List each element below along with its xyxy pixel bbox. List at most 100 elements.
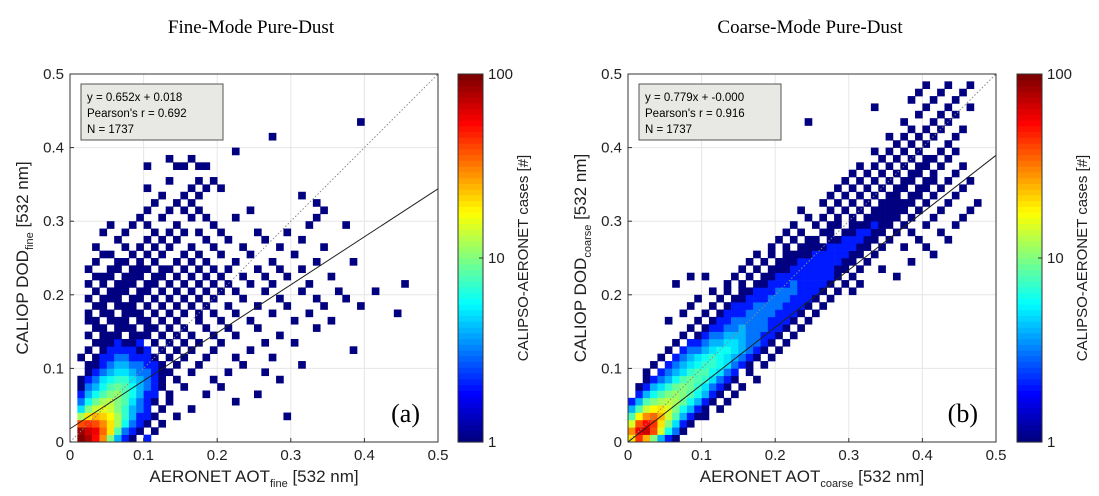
heatmap-cell — [826, 206, 835, 215]
heatmap-cell — [173, 272, 181, 281]
heatmap-cell — [268, 132, 277, 141]
heatmap-cell — [136, 412, 144, 421]
heatmap-cell — [731, 346, 739, 354]
heatmap-cell — [731, 324, 739, 332]
heatmap-cell — [679, 353, 688, 362]
colorbar-step — [1017, 327, 1042, 334]
colorbar-step — [1017, 338, 1042, 345]
heatmap-cell — [114, 427, 122, 435]
colorbar-step — [458, 361, 483, 368]
heatmap-cell — [819, 228, 828, 237]
heatmap-cell — [782, 309, 791, 318]
y-tick-label: 0.2 — [43, 287, 64, 304]
colorbar-step — [458, 350, 483, 357]
heatmap-cell — [848, 184, 857, 193]
heatmap-cell — [180, 162, 189, 170]
heatmap-cell — [136, 390, 144, 399]
heatmap-cell — [907, 169, 916, 178]
heatmap-cell — [856, 243, 864, 251]
heatmap-cell — [819, 199, 828, 207]
heatmap-cell — [99, 397, 108, 406]
heatmap-cell — [944, 81, 953, 90]
heatmap-cell — [716, 353, 724, 362]
colorbar-step — [458, 355, 483, 363]
heatmap-cell — [158, 419, 166, 428]
heatmap-cell — [878, 213, 886, 222]
heatmap-cell — [635, 390, 644, 399]
heatmap-cell — [128, 294, 137, 303]
heatmap-cell — [342, 221, 350, 229]
heatmap-cell — [320, 243, 328, 251]
heatmap-cell — [753, 375, 761, 384]
heatmap-cell — [187, 272, 196, 281]
colorbar-step — [458, 373, 483, 380]
heatmap-cell — [128, 302, 137, 310]
heatmap-cell — [885, 147, 894, 156]
heatmap-cell — [99, 331, 108, 340]
heatmap-cell — [694, 390, 702, 399]
heatmap-cell — [731, 361, 739, 369]
heatmap-cell — [114, 265, 122, 274]
heatmap-cell — [907, 258, 916, 266]
heatmap-cell — [99, 361, 108, 369]
heatmap-cell — [701, 383, 710, 391]
heatmap-cell — [173, 199, 181, 207]
heatmap-cell — [99, 250, 108, 259]
heatmap-cell — [121, 228, 130, 237]
colorbar-step — [1017, 200, 1042, 207]
heatmap-cell — [944, 140, 953, 148]
colorbar-step — [1017, 258, 1042, 265]
heatmap-cell — [767, 309, 776, 318]
heatmap-cell — [892, 213, 901, 222]
heatmap-cell — [937, 184, 945, 193]
heatmap-cell — [128, 346, 137, 354]
heatmap-cell — [128, 324, 137, 332]
chart-panel-a: Fine-Mode Pure-Dust 0 0.1 0.2 0.3 0.4 0.5 0 0.1 0… — [13, 17, 532, 490]
heatmap-cell — [202, 324, 211, 332]
heatmap-cell — [136, 419, 144, 428]
heatmap-cell — [635, 419, 644, 428]
colorbar-tick-label: 100 — [488, 66, 513, 83]
heatmap-cell — [217, 287, 225, 296]
heatmap-cell — [664, 383, 673, 391]
colorbar-step — [1017, 309, 1042, 317]
heatmap-cell — [195, 228, 203, 237]
heatmap-cell — [99, 368, 108, 377]
heatmap-cell — [143, 419, 152, 428]
heatmap-cell — [716, 324, 724, 332]
heatmap-cell — [195, 316, 203, 325]
heatmap-cell — [686, 324, 695, 332]
heatmap-cell — [128, 338, 137, 347]
colorbar-step — [458, 430, 483, 437]
heatmap-cell — [231, 258, 240, 266]
colorbar-step — [458, 315, 483, 322]
heatmap-cell — [128, 412, 137, 421]
heatmap-cell — [195, 361, 203, 369]
heatmap-cell — [106, 265, 115, 274]
heatmap-cell — [701, 397, 710, 406]
heatmap-cell — [775, 316, 783, 325]
colorbar-step — [458, 102, 483, 110]
heatmap-cell — [246, 346, 255, 354]
heatmap-cell — [158, 265, 166, 274]
heatmap-cell — [716, 368, 724, 377]
heatmap-cell — [900, 221, 908, 229]
colorbar-step — [1017, 114, 1042, 121]
y-tick-label: 0.1 — [43, 360, 64, 377]
x-axis-label-subscript: fine — [270, 478, 288, 490]
heatmap-cell — [686, 397, 695, 406]
heatmap-cell — [106, 375, 115, 384]
heatmap-cell — [99, 390, 108, 399]
heatmap-cell — [664, 316, 673, 325]
heatmap-cell — [628, 419, 636, 428]
colorbar-step — [458, 407, 483, 414]
panel-label: (a) — [391, 399, 420, 428]
heatmap-cell — [114, 294, 122, 303]
y-tick-label: 0.4 — [43, 140, 64, 157]
colorbar-step — [1017, 281, 1042, 288]
heatmap-cell — [767, 353, 776, 362]
heatmap-cell — [217, 383, 225, 391]
heatmap-cell — [121, 375, 130, 384]
colorbar-step — [458, 304, 483, 311]
heatmap-cell — [165, 228, 174, 237]
